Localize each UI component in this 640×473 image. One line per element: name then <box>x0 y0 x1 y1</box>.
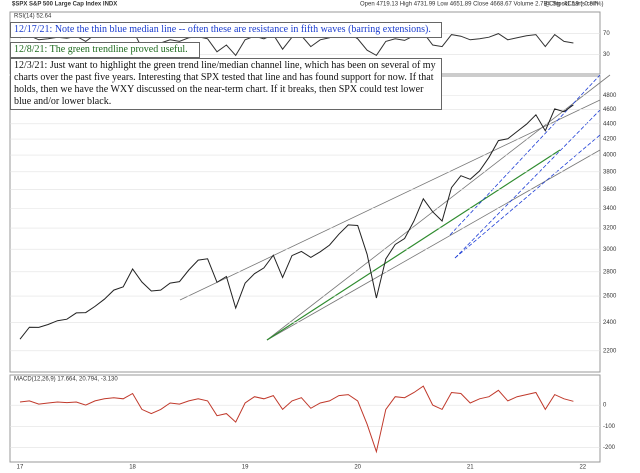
annotation: 12/17/21: Note the thin blue median line… <box>10 22 442 38</box>
y-tick-label: 3200 <box>603 226 617 232</box>
trend-line <box>179 99 601 301</box>
x-tick-label: 21 <box>467 465 474 471</box>
y-tick-label: 4400 <box>603 121 617 127</box>
series-line <box>19 385 574 454</box>
y-tick-label: -200 <box>603 445 616 451</box>
x-tick-label: 19 <box>242 465 249 471</box>
y-tick-label: 3400 <box>603 206 617 212</box>
y-tick-label: 4200 <box>603 137 617 143</box>
annotation: 12/8/21: The green trendline proved usef… <box>10 42 200 58</box>
y-tick-label: -100 <box>603 424 616 430</box>
y-tick-label: 0 <box>603 403 607 409</box>
green-trendline <box>266 149 561 341</box>
y-tick-label: 3800 <box>603 169 617 175</box>
y-tick-label: 2200 <box>603 348 617 354</box>
y-tick-label: 3600 <box>603 187 617 193</box>
y-tick-label: 70 <box>603 31 610 37</box>
y-tick-label: 2400 <box>603 320 617 326</box>
annotation: 12/3/21: Just want to highlight the gree… <box>10 58 442 110</box>
y-tick-label: 4600 <box>603 107 617 113</box>
macd-panel <box>9 374 601 463</box>
y-tick-label: 4800 <box>603 93 617 99</box>
x-tick-label: 17 <box>17 465 24 471</box>
y-tick-label: 3000 <box>603 247 617 253</box>
macd-label: MACD(12,26,9) 17.664, 20.794, -3.130 <box>14 377 118 383</box>
y-tick-label: 2800 <box>603 269 617 275</box>
y-tick-label: 30 <box>603 52 610 58</box>
y-tick-label: 4000 <box>603 153 617 159</box>
price-panel <box>9 75 601 373</box>
x-tick-label: 22 <box>579 465 586 471</box>
blue-channel <box>454 134 601 259</box>
x-tick-label: 20 <box>354 465 361 471</box>
y-tick-label: 2600 <box>603 294 617 300</box>
x-tick-label: 18 <box>129 465 136 471</box>
blue-channel <box>454 109 601 259</box>
symbol-title: $SPX S&P 500 Large Cap Index INDX <box>12 2 117 8</box>
rsi-label: RSI(14) 52.64 <box>14 14 52 20</box>
quote-line: Open 4719.13 High 4731.99 Low 4651.89 Cl… <box>360 2 604 8</box>
series-line <box>19 104 574 340</box>
source: @ StockCharts.com <box>545 2 598 8</box>
